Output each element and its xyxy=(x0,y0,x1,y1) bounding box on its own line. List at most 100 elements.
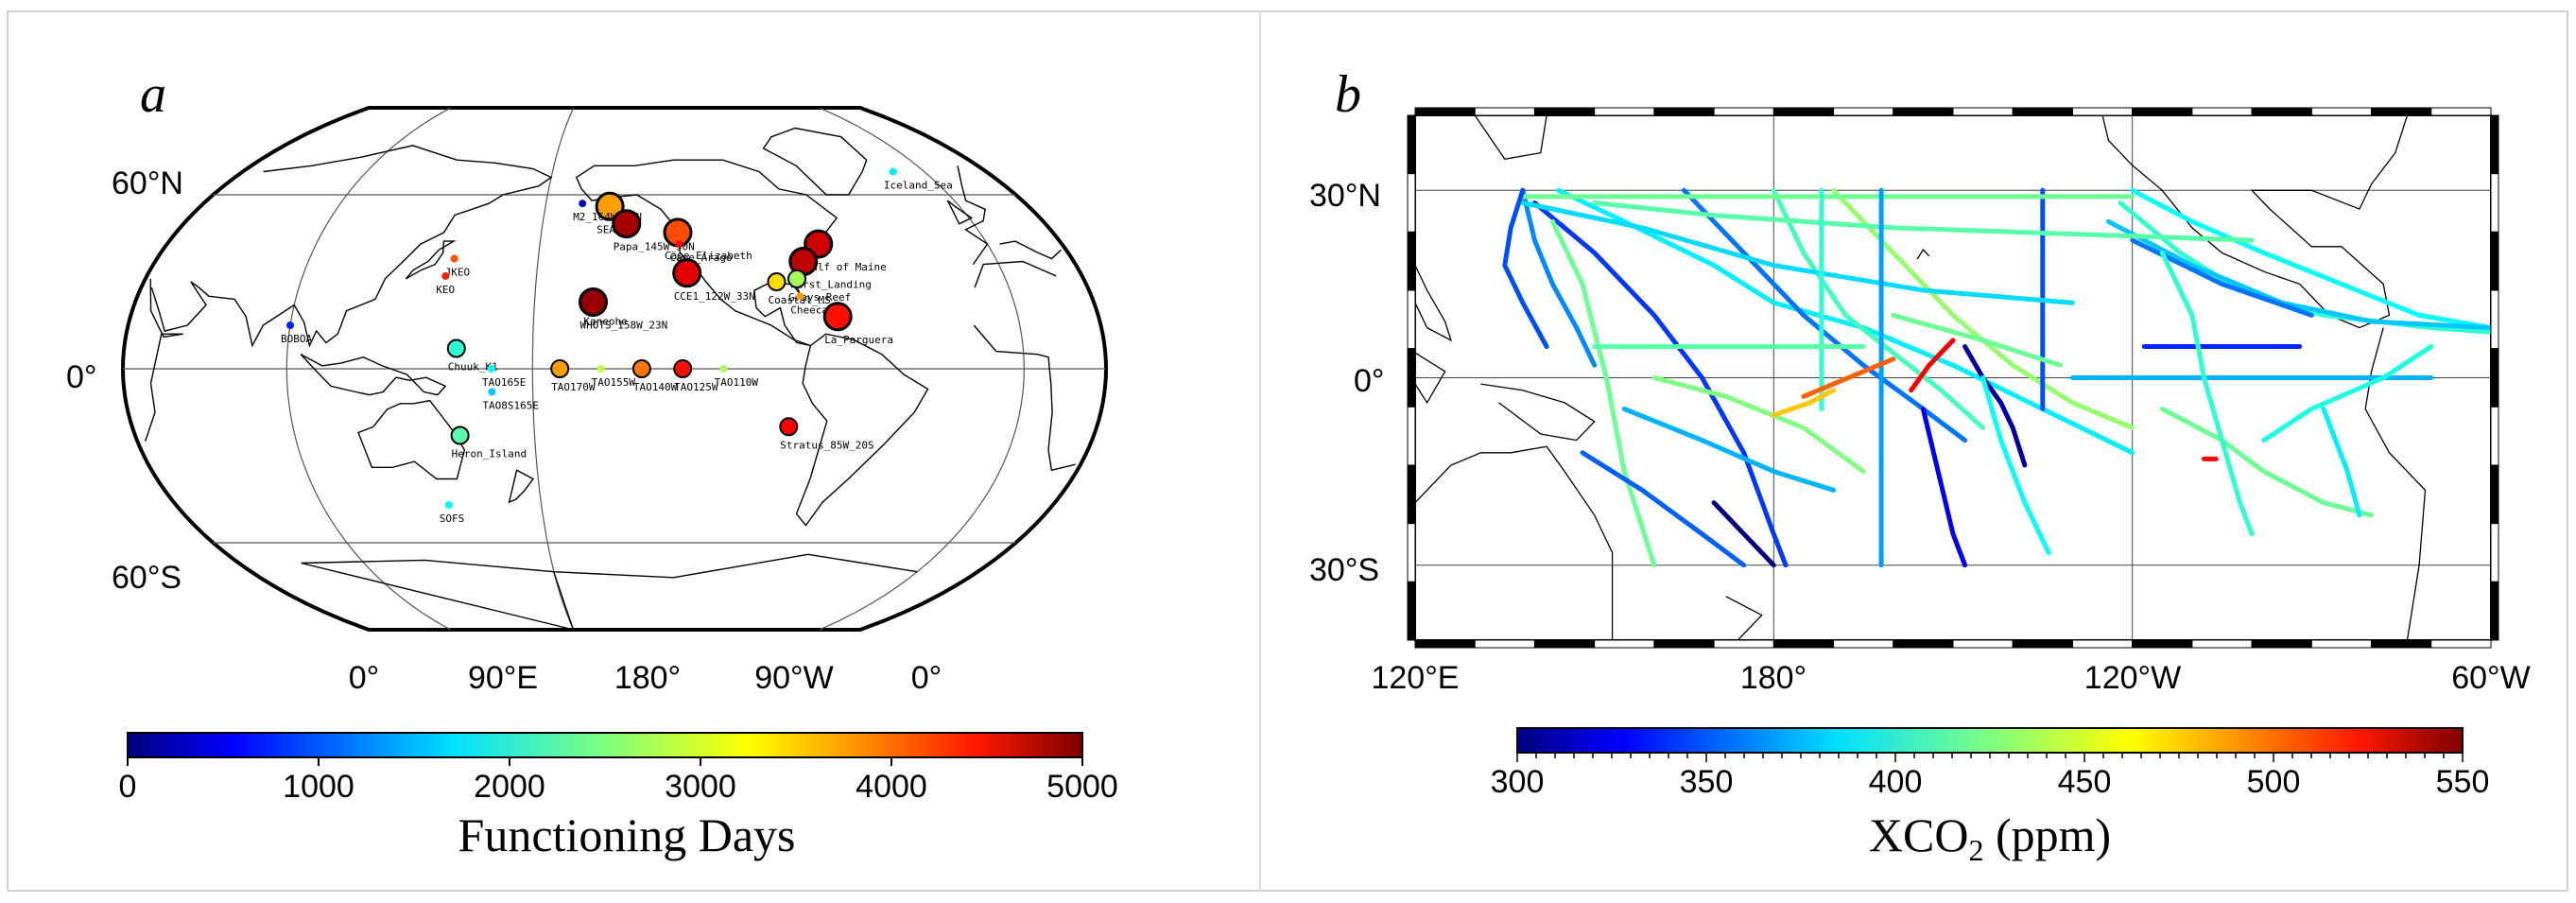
station-label-23: TAO140W xyxy=(633,381,678,393)
frame-checker-top xyxy=(2430,107,2492,116)
station-label-27: Heron_Island xyxy=(452,448,527,460)
coastline-asia-east xyxy=(1415,115,1547,161)
panel-a-world-map: a Iceland_SeaSEAKOAM2_164W_57NPapa_145W_… xyxy=(66,65,1118,861)
station-marker-27 xyxy=(450,425,470,445)
coastline-australia xyxy=(357,399,466,480)
ship-track-35 xyxy=(2321,407,2362,518)
frame-checker-top xyxy=(2132,107,2193,116)
frame-checker-bottom xyxy=(1474,639,1535,649)
frame-checker-bottom xyxy=(2310,639,2373,649)
map-b-checkered-border xyxy=(1407,107,2499,649)
lon-label-180-b: 180° xyxy=(1740,660,1807,696)
station-label-26: Stratus_85W_20S xyxy=(780,439,873,451)
ship-track-23 xyxy=(1980,375,2051,555)
graticule xyxy=(123,107,1106,631)
frame-checker-bottom xyxy=(2191,639,2253,649)
colorbar-tick-label: 1000 xyxy=(283,769,354,805)
colorbar-label-functioning-days: Functioning Days xyxy=(458,808,796,861)
station-marker-13 xyxy=(579,287,608,317)
frame-checker-left xyxy=(1407,289,1416,350)
frame-checker-top xyxy=(1414,107,1476,116)
frame-checker-bottom xyxy=(1533,639,1596,649)
coastline-philippines xyxy=(1415,265,1452,342)
ship-track-31 xyxy=(1801,356,1896,399)
lon-label-90e: 90°E xyxy=(468,660,538,696)
frame-checker-right xyxy=(2490,348,2499,408)
colorbar-xco2 xyxy=(1516,727,2464,754)
frame-checker-top xyxy=(1713,107,1774,116)
coastline-eurasia xyxy=(150,145,1062,348)
frame-checker-top xyxy=(1833,107,1894,116)
coastline-hawaii xyxy=(1916,249,1930,260)
colorbar-tick-label: 4000 xyxy=(856,769,927,805)
frame-checker-bottom xyxy=(1893,639,1954,649)
station-label-6: Gulf of Maine xyxy=(805,261,887,273)
station-marker-9 xyxy=(787,269,806,288)
coastline-new-guinea xyxy=(1480,383,1596,442)
ship-track-1 xyxy=(1531,200,1789,568)
colorbar-tick-label: 550 xyxy=(2436,764,2490,800)
station-label-0: Iceland_Sea xyxy=(884,180,953,192)
station-label-19: TAO165E xyxy=(482,376,526,389)
coastline-south-america xyxy=(795,333,929,527)
station-marker-17 xyxy=(286,321,294,329)
ship-track-20 xyxy=(1962,344,2028,468)
frame-checker-left xyxy=(1407,581,1416,641)
frame-checker-right xyxy=(2490,173,2499,233)
station-label-18: Chuuk_K1 xyxy=(448,361,498,373)
frame-checker-right xyxy=(2490,581,2499,641)
panel-a-letter: a xyxy=(140,65,166,124)
frame-checker-bottom xyxy=(2371,639,2432,649)
colorbar-tick-label: 300 xyxy=(1491,764,1545,800)
station-label-14: Kaneohe xyxy=(583,316,627,328)
frame-checker-bottom xyxy=(1772,639,1835,649)
coastline-japan xyxy=(405,240,457,280)
station-marker-22 xyxy=(596,365,605,373)
frame-checker-bottom xyxy=(2251,639,2312,649)
colorbar-tick-label: 500 xyxy=(2247,764,2301,800)
station-marker-28 xyxy=(444,501,453,510)
coastline-uk xyxy=(946,200,974,225)
frame-checker-right xyxy=(2490,406,2499,466)
frame-checker-top xyxy=(1474,107,1535,116)
ship-track-17 xyxy=(1891,312,2064,368)
frame-checker-bottom xyxy=(1713,639,1774,649)
coastline-indonesia xyxy=(300,354,447,396)
station-label-10: Coastal_MS xyxy=(769,294,831,306)
station-label-20: TAO8S165E xyxy=(482,400,539,412)
ship-track-32 xyxy=(1909,338,1956,393)
ship-track-19 xyxy=(1711,500,1776,568)
frame-checker-top xyxy=(2251,107,2312,116)
ship-track-2 xyxy=(1520,187,1598,368)
station-marker-3 xyxy=(612,209,642,239)
frame-checker-top xyxy=(2310,107,2373,116)
globe-outline xyxy=(120,106,1109,632)
colorbar-tick-label: 400 xyxy=(1869,764,1923,800)
coastline-australia xyxy=(1415,445,1614,640)
lat-label-0: 0° xyxy=(66,359,97,395)
ship-track-16 xyxy=(1592,200,2255,243)
station-label-8: First_Landing xyxy=(790,279,872,291)
frame-checker-top xyxy=(1952,107,2014,116)
station-marker-15 xyxy=(450,254,458,263)
ship-track-15 xyxy=(1520,200,2075,305)
colorbar-tick-label: 3000 xyxy=(665,769,736,805)
frame-checker-bottom xyxy=(1594,639,1655,649)
coastline-borneo-sulawesi xyxy=(1415,352,1446,405)
station-label-12: La_Parguera xyxy=(824,334,893,346)
meridian-line xyxy=(285,107,451,631)
station-label-15: JKEO xyxy=(445,267,471,279)
lon-label-90w: 90°W xyxy=(754,660,834,696)
station-label-22: TAO155W xyxy=(592,376,636,389)
coastline-africa xyxy=(145,260,1076,472)
frame-checker-left xyxy=(1407,464,1416,525)
frame-checker-left xyxy=(1407,231,1416,291)
station-marker-24 xyxy=(673,359,693,378)
xco2-main: XCO xyxy=(1869,808,1969,861)
frame-checker-left xyxy=(1407,173,1416,233)
frame-checker-bottom xyxy=(2132,639,2193,649)
frame-checker-top xyxy=(1893,107,1954,116)
xco2-unit: (ppm) xyxy=(1983,808,2111,861)
ship-track-29 xyxy=(1651,375,1866,475)
station-marker-2 xyxy=(579,200,587,208)
